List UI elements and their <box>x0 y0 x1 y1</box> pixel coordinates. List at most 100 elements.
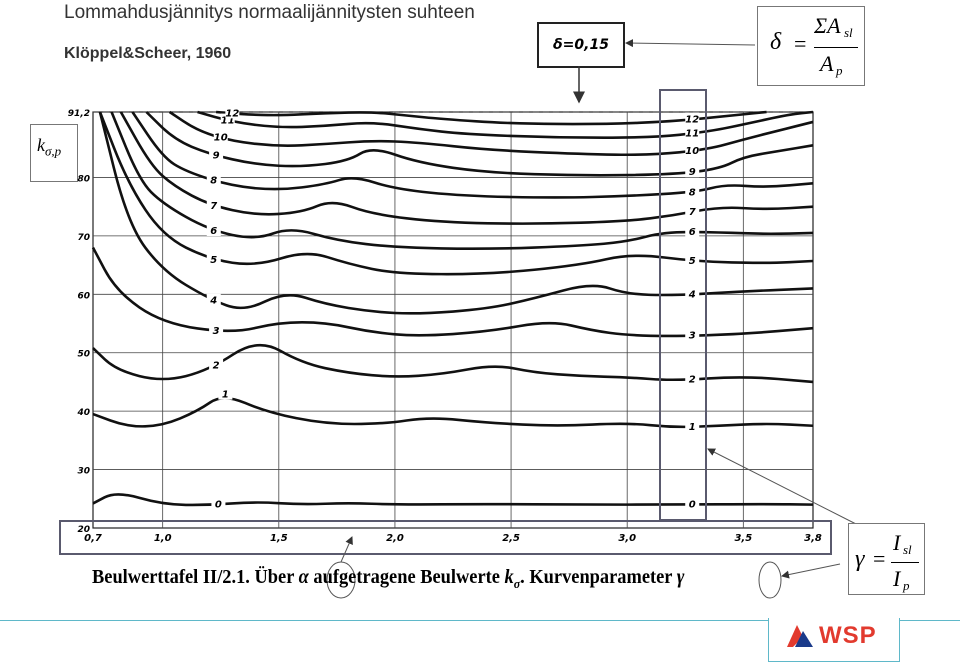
curve-label-left: 6 <box>210 226 217 237</box>
curve-label-left: 7 <box>210 201 217 212</box>
gamma-formula-fraction-bar <box>891 562 919 563</box>
gamma-formula-lhs: γ <box>855 546 865 572</box>
gamma-formula-numerator: I <box>893 530 901 555</box>
x-tick-label: 2,5 <box>502 533 520 544</box>
curve-label-left: 12 <box>225 108 239 119</box>
curve-label-right: 7 <box>689 207 696 218</box>
x-tick-label: 3,5 <box>734 533 752 544</box>
gamma-caption-arrow <box>781 563 841 579</box>
curve-label-bg <box>685 287 700 300</box>
caption-gamma: γ <box>676 566 685 588</box>
wsp-logo: WSP <box>785 622 877 650</box>
caption-text-3: . Kurvenparameter <box>520 566 677 588</box>
delta-formula-numerator-sub: sl <box>844 25 853 40</box>
curve-label-bg <box>685 144 700 157</box>
delta-value-box: δ=0,15 <box>537 22 625 68</box>
curve-label-left: 4 <box>209 296 217 307</box>
page-subtitle: Klöppel&Scheer, 1960 <box>64 45 232 62</box>
curve-label-left: 10 <box>214 133 228 144</box>
chart-grid <box>92 111 814 529</box>
curve-label-bg <box>685 112 700 125</box>
delta-formula-fraction-bar <box>814 47 858 48</box>
gamma-formula-box: γ = I sl I p <box>848 523 925 595</box>
gamma-circle <box>758 561 782 599</box>
curve-label-bg <box>685 126 700 139</box>
curve-gamma-8 <box>131 111 814 199</box>
caption-text-2: aufgetragene Beulwerte <box>308 566 505 588</box>
curve-label-bg <box>206 224 221 237</box>
delta-formula-equals: = <box>794 31 807 56</box>
gamma-formula-arrow <box>707 448 859 526</box>
curve-label-right: 12 <box>685 114 699 125</box>
curve-label-bg <box>209 358 224 371</box>
caption-k: k <box>504 566 514 588</box>
curve-label-bg <box>225 106 240 119</box>
gamma-formula-equals: = <box>873 546 886 571</box>
curve-gamma-1 <box>92 396 814 429</box>
y-tick-label: 80 <box>77 174 90 184</box>
footer-divider-right <box>898 620 960 621</box>
curve-label-left: 9 <box>213 151 220 162</box>
curve-label-right: 9 <box>689 167 696 178</box>
curve-label-right: 2 <box>689 375 696 386</box>
y-tick-label: 20 <box>77 525 90 535</box>
y-axis-label-sub: σ,p <box>45 143 62 159</box>
curve-label-left: 11 <box>221 116 235 127</box>
curve-label-left: 1 <box>222 390 229 401</box>
curve-label-bg <box>218 387 233 400</box>
curve-label-left: 5 <box>210 255 217 266</box>
curve-label-bg <box>206 252 221 265</box>
alpha-caption-arrow <box>340 536 353 563</box>
x-tick-label: 2,0 <box>386 533 404 544</box>
curve-label-right: 10 <box>685 146 699 157</box>
curve-label-left: 0 <box>215 500 222 511</box>
y-tick-label: 30 <box>77 467 90 477</box>
curve-label-bg <box>685 419 700 432</box>
footer-divider-left <box>0 620 770 621</box>
logo-frame <box>768 618 900 662</box>
x-tick-label: 1,5 <box>270 533 288 544</box>
curve-label-bg <box>209 324 224 337</box>
curve-gamma-10 <box>168 110 814 157</box>
x-tick-label: 3,0 <box>618 533 636 544</box>
curve-label-left: 3 <box>213 326 220 337</box>
curve-gamma-0 <box>92 493 814 507</box>
y-tick-label: 70 <box>77 233 90 243</box>
curve-label-bg <box>685 225 700 238</box>
y-tick-label: 91,2 <box>68 109 90 119</box>
caption-k-sub: σ <box>513 576 521 591</box>
wsp-logo-icon <box>787 625 813 647</box>
y-axis-label: kσ,p <box>37 135 61 160</box>
curve-label-bg <box>685 253 700 266</box>
curve-label-bg <box>685 204 700 217</box>
curve-gamma-7 <box>119 111 814 225</box>
curve-label-left: 8 <box>210 175 217 186</box>
figure-caption: Beulwerttafel II/2.1. Über α aufgetragen… <box>92 566 684 592</box>
curve-label-bg <box>213 130 228 143</box>
curve-label-right: 11 <box>685 129 699 140</box>
curve-label-right: 6 <box>689 227 696 238</box>
x-tick-label: 3,8 <box>804 533 822 544</box>
caption-text-1: Beulwerttafel II/2.1. Über <box>92 566 299 588</box>
curve-gamma-4 <box>98 111 814 315</box>
curve-label-right: 1 <box>689 422 696 433</box>
curve-label-left: 2 <box>213 361 220 372</box>
curve-gamma-11 <box>197 110 814 140</box>
x-axis-highlight-frame <box>59 520 832 555</box>
gamma-formula-numerator-sub: sl <box>903 542 912 557</box>
curve-label-bg <box>209 148 224 161</box>
curve-label-bg <box>685 165 700 178</box>
delta-formula-numerator: ΣA <box>814 13 841 38</box>
delta-formula-box: δ = ΣA sl A p <box>757 6 865 86</box>
x-tick-label: 0,7 <box>84 533 102 544</box>
curve-label-bg <box>685 372 700 385</box>
curve-gamma-9 <box>145 111 814 177</box>
curve-label-right: 4 <box>688 289 696 300</box>
y-tick-label: 40 <box>76 408 90 418</box>
alpha-circle <box>326 561 356 599</box>
delta-formula-arrow <box>625 39 756 48</box>
page-title: Lommahdusjännitys normaalijännitysten su… <box>64 2 475 23</box>
curve-label-right: 3 <box>689 331 696 342</box>
